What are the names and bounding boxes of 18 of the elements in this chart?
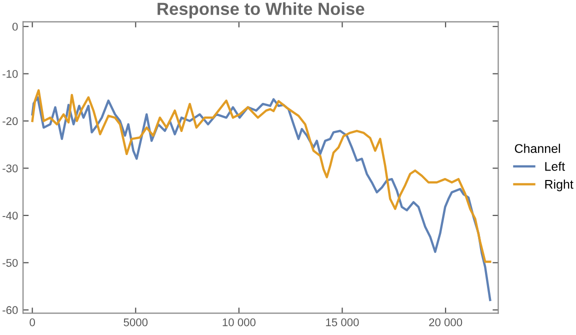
y-tick-label: 0 (12, 22, 18, 31)
legend-title: Channel (514, 144, 560, 153)
x-tick-label: 5000 (124, 318, 148, 326)
y-tick-label: -10 (2, 70, 18, 78)
legend-label: Left (545, 162, 565, 171)
chart-title: Response to White Noise (158, 2, 364, 18)
line-series (31, 89, 492, 263)
x-tick-label: 15 000 (326, 318, 359, 326)
y-tick-label: -50 (2, 258, 18, 267)
y-tick-label: -60 (2, 306, 18, 314)
y-tick-label: -40 (2, 212, 18, 220)
x-tick-label: 0 (30, 318, 35, 326)
x-tick-label: 10 000 (222, 318, 256, 326)
legend-label: Right (545, 180, 574, 192)
x-tick-label: 20 000 (429, 318, 462, 326)
line-series (31, 96, 492, 302)
y-tick-label: -30 (2, 164, 18, 172)
y-tick-label: -20 (2, 117, 18, 126)
